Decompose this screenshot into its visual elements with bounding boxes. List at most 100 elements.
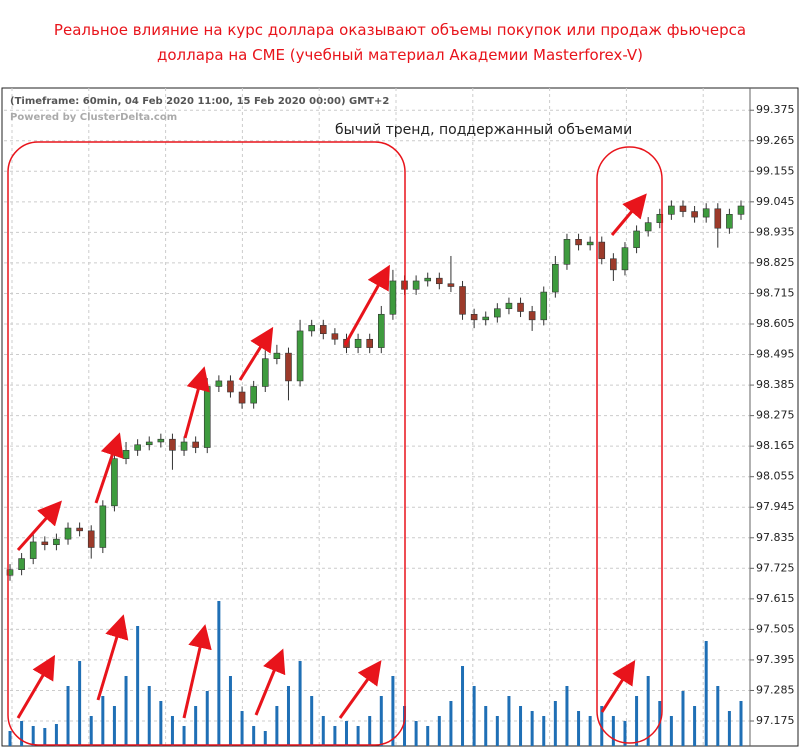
volume-bar [124,676,128,746]
candle-body [76,527,83,532]
candle-body [644,222,652,232]
candle-body [18,558,25,571]
header: (Timeframe: 60min, 04 Feb 2020 11:00, 15… [10,96,389,107]
candle-body [726,214,733,229]
volume-bar [54,724,58,746]
volume-bar [484,706,488,746]
arrow [16,500,62,551]
arrow [600,659,636,713]
candle-body [111,458,118,507]
y-tick-label: 98.385 [756,378,795,391]
y-tick-label: 97.505 [756,622,795,635]
candle-body [378,313,385,348]
volume-bar [507,696,511,746]
y-tick-label: 98.495 [756,348,795,361]
volume-bar [194,706,198,746]
y-tick-label: 97.725 [756,561,795,574]
arrow [610,193,647,236]
candle-body [436,277,443,285]
plot [6,200,745,746]
volume-bar [403,706,407,746]
y-tick-label: 99.155 [756,164,795,177]
candle-body [389,280,397,315]
candle-body [273,352,281,359]
candle-body [64,527,72,540]
y-tick-label: 99.375 [756,103,795,116]
candle-body [169,438,176,451]
candle-body [447,283,455,287]
volume-bar [669,716,673,746]
highlight-box [7,141,406,746]
volume-bar [391,676,395,746]
volume-bar [727,711,731,746]
arrow [238,326,274,381]
volume-bar [437,716,441,746]
candle-body [203,386,211,448]
candle-body [296,330,304,382]
candle-body [424,277,432,282]
volume-bar [228,676,232,746]
frame [1,87,799,747]
y-tick-label: 99.045 [756,195,795,208]
candle-body [482,316,490,321]
candle-body [53,538,60,546]
candle-body [668,205,675,215]
volume-bar [379,696,383,746]
candle-body [99,505,107,548]
volume-bar [565,686,569,746]
volume-bar [623,721,627,746]
volume-bar [739,701,743,746]
candle-body [714,208,722,229]
y-tick-label: 97.285 [756,683,795,696]
y-tick-label: 98.165 [756,439,795,452]
volume-bar [368,716,372,746]
candle-body [470,313,478,321]
volume-bar [136,626,140,746]
volume-bar [495,716,499,746]
y-tick-label: 98.275 [756,409,795,422]
arrow [338,660,382,719]
y-tick-label: 97.395 [756,653,795,666]
volume-bar [217,601,221,746]
y-tick-label: 97.835 [756,531,795,544]
candle-body [586,241,594,246]
arrow [183,366,210,439]
chart-title: Реальное влияние на курс доллара оказыва… [53,21,747,64]
volume-bar [240,711,244,746]
candle-body [517,302,524,312]
y-tick-label: 98.055 [756,470,795,483]
candle-body [29,541,37,559]
volume-bar [693,706,697,746]
candle-body [331,333,339,340]
y-tick-label: 98.715 [756,286,795,299]
y-tick-label: 97.945 [756,500,795,513]
candle-body [354,338,362,348]
volume-bar [426,726,430,746]
volume-bar [542,716,546,746]
volume-bar [461,666,465,746]
candle-body [285,352,292,382]
arrow [94,432,124,504]
arrows [16,193,647,719]
candle-body [610,258,617,271]
arrow [16,654,56,719]
y-tick-label: 97.615 [756,592,795,605]
volume-bar [519,706,523,746]
candle-body [412,280,420,290]
volume-bar [182,726,186,746]
volume-bar [31,726,35,746]
volume-bar [449,701,453,746]
volume-bar [321,716,325,746]
volume-bar [275,706,279,746]
candle-body [122,450,130,459]
volume-bar [8,731,12,746]
candle-body [633,230,640,248]
candle-body [459,286,466,315]
volume-bar [252,726,256,746]
candle-body [737,205,745,215]
y-tick-label: 97.175 [756,714,795,727]
y-tick-label: 98.935 [756,225,795,238]
volume-bar [112,706,116,746]
candle-body [6,569,14,576]
volume-bar [263,731,267,746]
